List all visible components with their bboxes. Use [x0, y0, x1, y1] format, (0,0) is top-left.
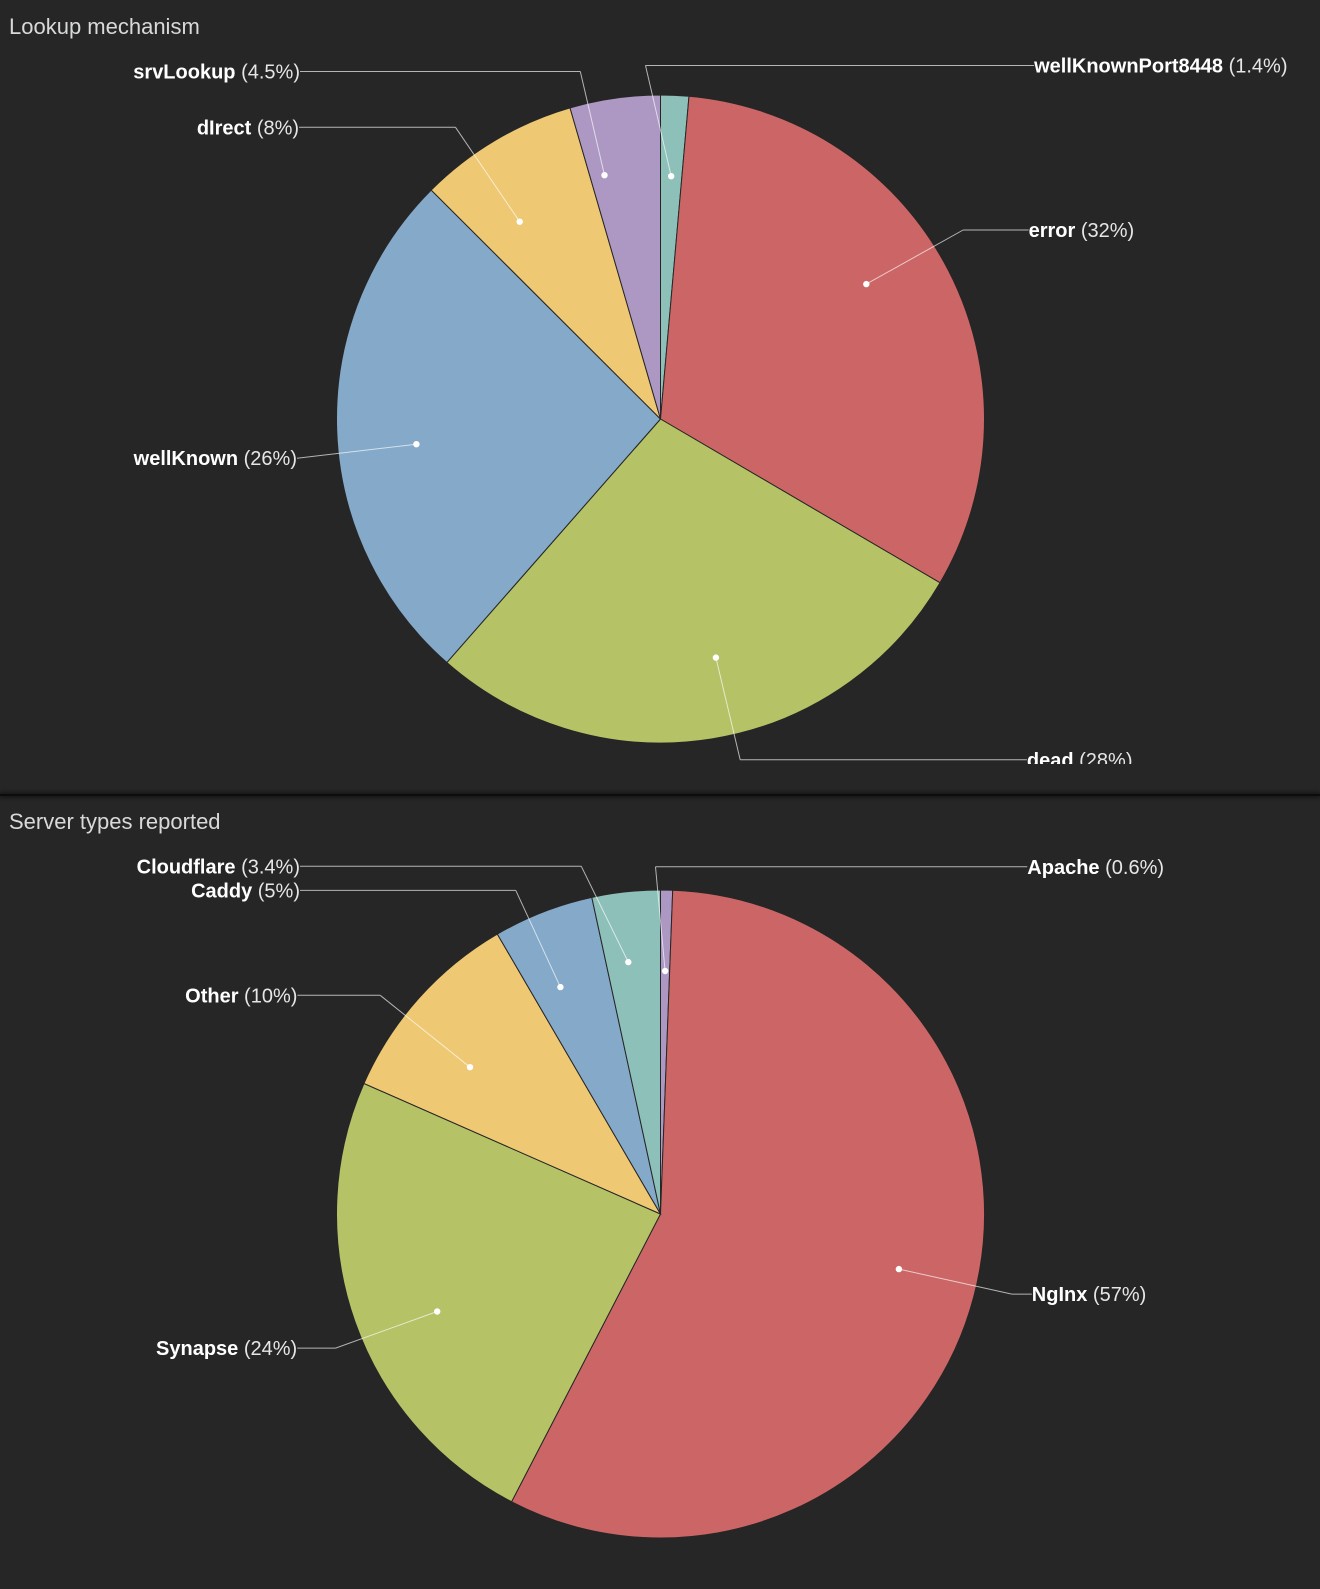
- svg-text:srvLookup (4.5%): srvLookup (4.5%): [133, 62, 300, 84]
- svg-text:Cloudflare (3.4%): Cloudflare (3.4%): [137, 856, 300, 878]
- svg-text:Synapse (24%): Synapse (24%): [156, 1338, 297, 1360]
- svg-text:NgInx (57%): NgInx (57%): [1032, 1284, 1146, 1306]
- svg-text:error (32%): error (32%): [1029, 220, 1135, 242]
- svg-text:Apache (0.6%): Apache (0.6%): [1027, 857, 1164, 879]
- svg-text:Other (10%): Other (10%): [185, 985, 297, 1007]
- svg-text:dIrect (8%): dIrect (8%): [197, 117, 299, 139]
- svg-text:dead (28%): dead (28%): [1027, 750, 1133, 764]
- svg-text:Caddy (5%): Caddy (5%): [191, 880, 300, 902]
- svg-text:wellKnownPort8448 (1.4%): wellKnownPort8448 (1.4%): [1033, 56, 1287, 78]
- svg-text:wellKnown (26%): wellKnown (26%): [133, 448, 297, 470]
